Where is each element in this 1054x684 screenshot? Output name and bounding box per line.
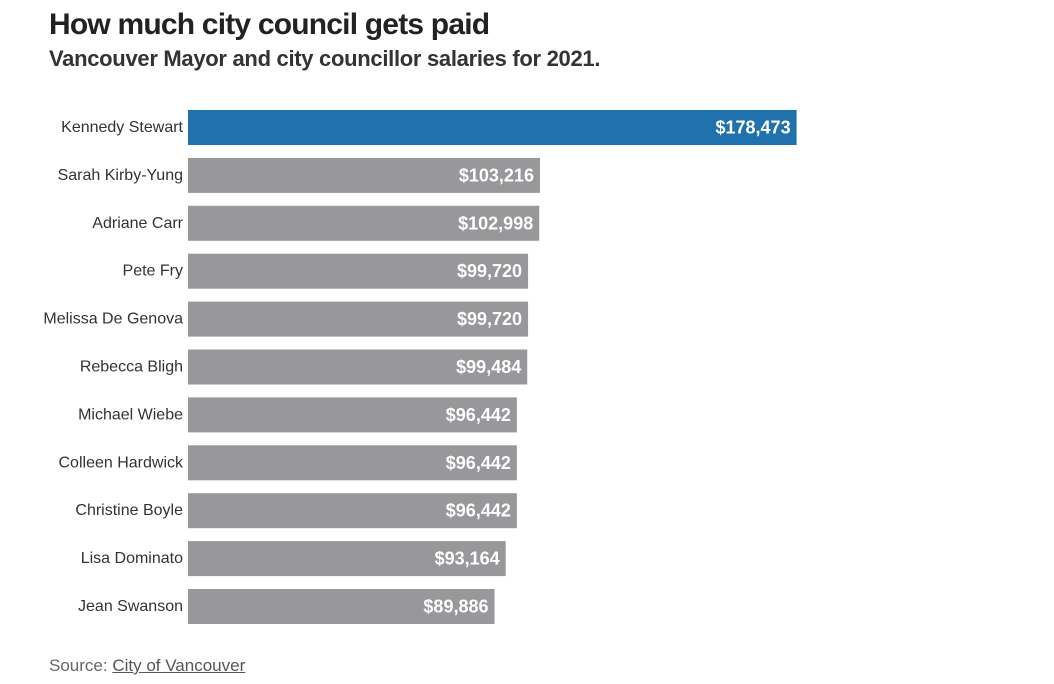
bar-row: Lisa Dominato $93,164 (81, 541, 506, 577)
bar-row: Colleen Hardwick $96,442 (59, 445, 517, 481)
value-label: $99,720 (457, 261, 522, 281)
bar (188, 541, 506, 577)
category-label: Lisa Dominato (81, 550, 183, 567)
category-label: Christine Boyle (75, 502, 183, 519)
category-label: Colleen Hardwick (59, 454, 184, 471)
category-label: Rebecca Bligh (80, 359, 183, 376)
bar (188, 157, 540, 193)
value-label: $96,442 (446, 405, 511, 425)
value-label: $178,473 (716, 118, 791, 138)
bar-row: Pete Fry $99,720 (123, 253, 529, 289)
source-link[interactable]: City of Vancouver (112, 656, 246, 675)
bar (188, 493, 517, 529)
value-label: $89,886 (423, 597, 488, 617)
bar-row: Kennedy Stewart $178,473 (61, 110, 797, 145)
chart-subtitle: Vancouver Mayor and city councillor sala… (49, 46, 601, 71)
bar (188, 397, 517, 433)
bar-row: Rebecca Bligh $99,484 (80, 349, 528, 385)
source-prefix: Source: (49, 656, 113, 675)
value-label: $93,164 (435, 549, 500, 569)
source-note: Source: City of Vancouver (49, 656, 245, 676)
value-label: $102,998 (458, 213, 533, 233)
bar-highlighted (188, 110, 797, 145)
bar (188, 205, 540, 241)
value-label: $99,484 (456, 357, 521, 377)
category-label: Kennedy Stewart (61, 119, 183, 136)
bar (188, 589, 495, 624)
category-label: Jean Swanson (78, 598, 183, 615)
category-label: Michael Wiebe (78, 406, 183, 423)
value-label: $99,720 (457, 309, 522, 329)
bar (188, 301, 529, 337)
category-label: Pete Fry (123, 263, 183, 280)
bar-row: Melissa De Genova $99,720 (43, 301, 529, 337)
category-label: Melissa De Genova (43, 311, 183, 328)
chart-title: How much city council gets paid (49, 8, 490, 41)
bar-row: Sarah Kirby-Yung $103,216 (58, 157, 540, 193)
bar (188, 349, 528, 385)
bar-row: Adriane Carr $102,998 (92, 205, 540, 241)
bar-row: Michael Wiebe $96,442 (78, 397, 517, 433)
bar-row: Christine Boyle $96,442 (75, 493, 517, 529)
value-label: $96,442 (446, 453, 511, 473)
bar-row: Jean Swanson $89,886 (78, 589, 495, 624)
bar (188, 253, 529, 289)
category-label: Adriane Carr (92, 215, 183, 232)
category-label: Sarah Kirby-Yung (58, 167, 183, 184)
bar (188, 445, 517, 481)
value-label: $103,216 (459, 165, 534, 185)
value-label: $96,442 (446, 501, 511, 521)
